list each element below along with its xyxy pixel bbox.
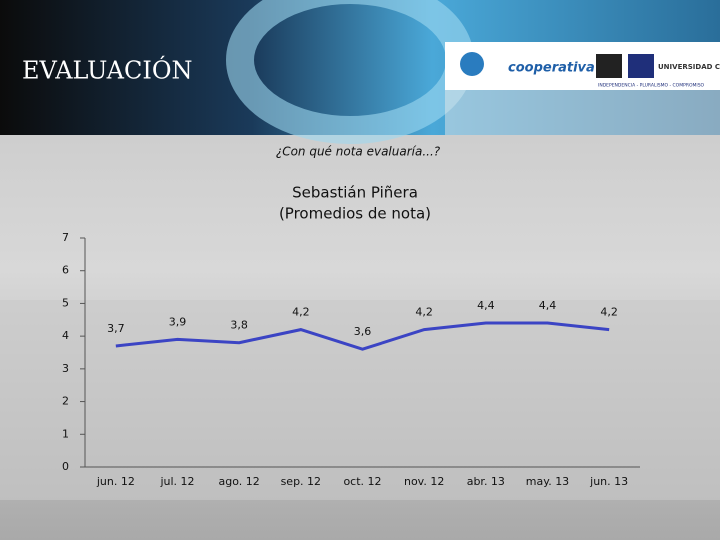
x-tick-label: oct. 12	[343, 475, 381, 488]
data-label: 4,4	[477, 299, 495, 312]
question: ¿Con qué nota evaluaría...?	[276, 145, 441, 159]
x-tick-label: jun. 12	[96, 475, 135, 488]
data-label: 4,2	[415, 306, 433, 319]
y-tick-label: 0	[62, 460, 69, 473]
y-tick-label: 5	[62, 296, 69, 309]
chart-subtitle: (Promedios de nota)	[279, 205, 431, 223]
motto: INDEPENDENCIA - PLURALISMO - COMPROMISO	[598, 83, 705, 89]
x-tick-label: jun. 13	[589, 475, 628, 488]
x-tick-label: abr. 13	[467, 475, 505, 488]
data-label: 4,2	[600, 306, 618, 319]
data-label: 3,6	[354, 325, 372, 338]
logo-left: cooperativa	[508, 61, 595, 76]
x-tick-label: sep. 12	[281, 475, 321, 488]
data-label: 4,4	[539, 299, 557, 312]
data-label: 3,7	[107, 322, 125, 335]
x-tick-label: ago. 12	[219, 475, 260, 488]
logo-shadow	[445, 90, 720, 135]
x-tick-label: jul. 12	[159, 475, 194, 488]
data-label: 3,8	[230, 319, 248, 332]
y-tick-label: 4	[62, 329, 69, 342]
line	[115, 321, 610, 351]
y-tick-label: 3	[62, 362, 69, 375]
y-tick-label: 1	[62, 427, 69, 440]
data-label: 4,2	[292, 306, 310, 319]
chart-title: Sebastián Piñera	[292, 184, 418, 202]
x-tick-label: may. 13	[526, 475, 569, 488]
logo-icon	[460, 52, 484, 76]
x-tick-label: nov. 12	[404, 475, 444, 488]
logo-mark	[596, 54, 622, 78]
y-tick-label: 6	[62, 264, 69, 277]
logo-mark	[628, 54, 654, 78]
data-label: 3,9	[169, 315, 187, 328]
y-tick-label: 7	[62, 231, 69, 244]
y-tick-label: 2	[62, 395, 69, 408]
header-title: EVALUACIÓN	[22, 56, 193, 85]
logo-box	[445, 42, 720, 90]
logo-right: UNIVERSIDAD CENTRAL	[658, 63, 720, 71]
